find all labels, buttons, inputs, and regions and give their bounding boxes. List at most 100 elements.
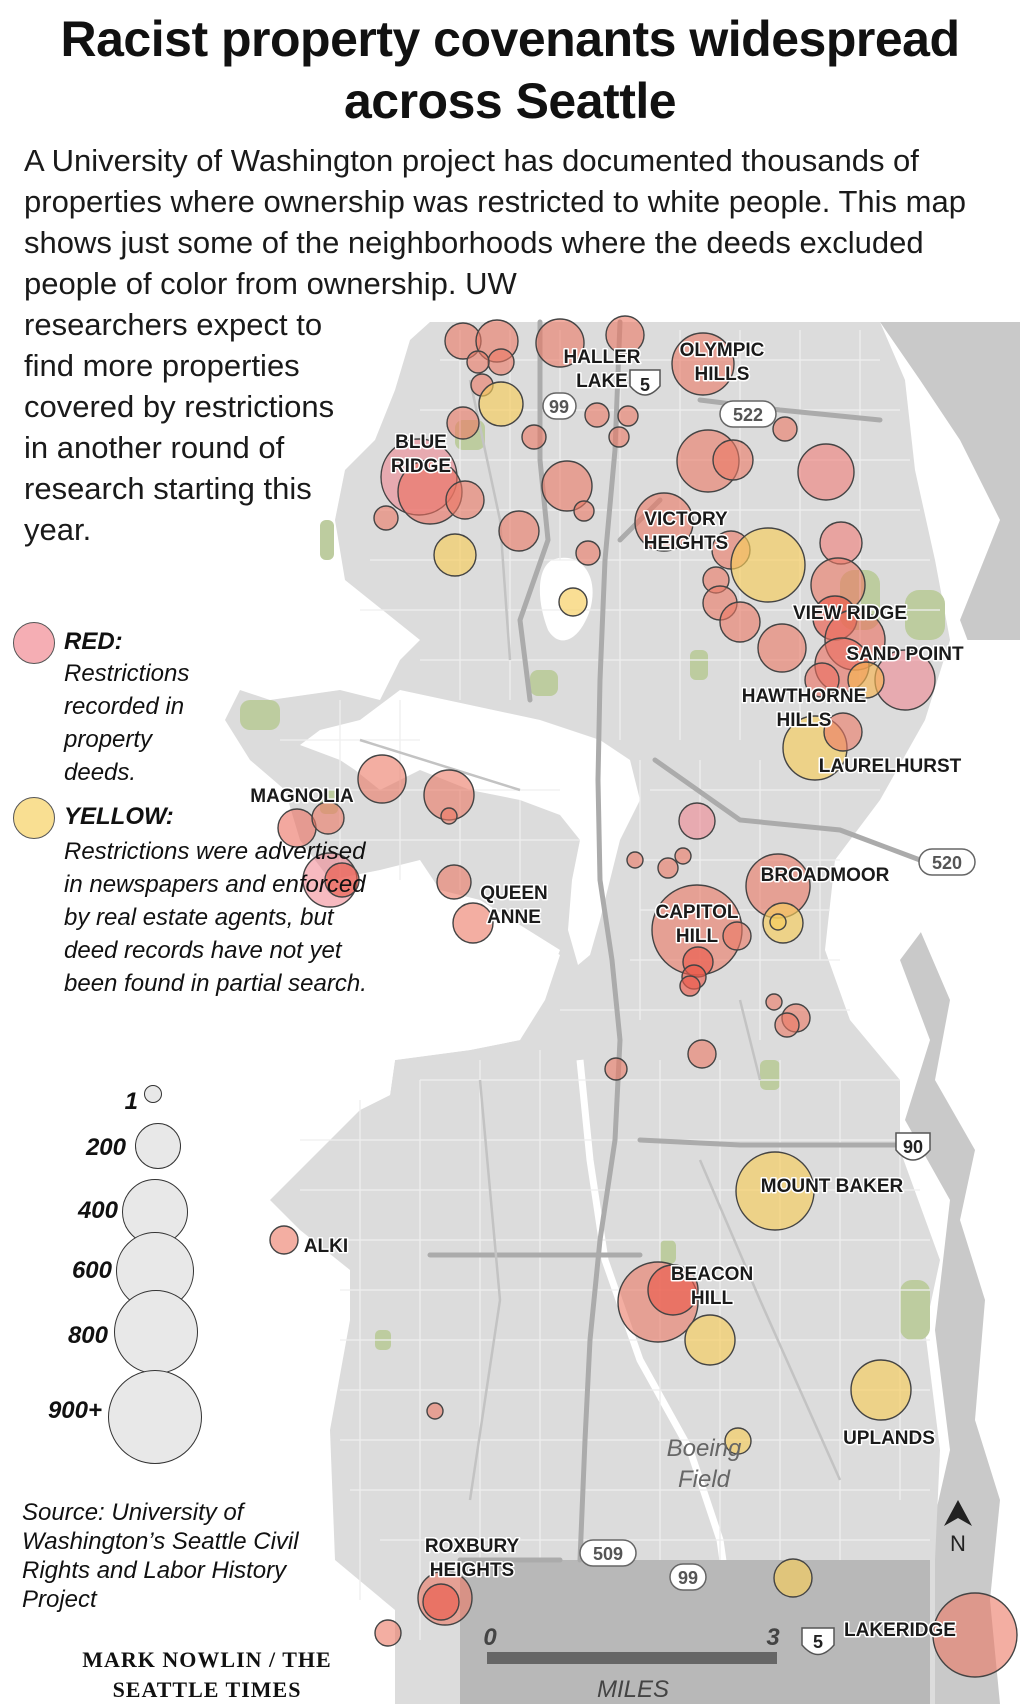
covenant-circle xyxy=(765,993,783,1011)
highway-shields: 99 5 522 520 90 509 99 5 xyxy=(542,369,976,1656)
covenant-circle xyxy=(647,1264,699,1316)
covenant-circle xyxy=(823,712,863,752)
covenant-circle xyxy=(932,1592,1018,1678)
label-victory-heights: VICTORY HEIGHTS xyxy=(644,509,728,554)
covenant-circle xyxy=(657,857,679,879)
label-magnolia: MAGNOLIA xyxy=(250,786,354,807)
covenant-circle xyxy=(436,864,472,900)
covenant-circle xyxy=(452,902,494,944)
covenant-circle xyxy=(797,443,855,501)
interstate-5-south-shield: 5 xyxy=(801,1627,835,1656)
covenant-circle xyxy=(687,1039,717,1069)
label-haller-lake: HALLER LAKE xyxy=(563,347,640,392)
north-label: N xyxy=(950,1531,966,1556)
credit-line: MARK NOWLIN / THE SEATTLE TIMES xyxy=(82,1647,332,1702)
highway-522-shield: 522 xyxy=(719,400,777,428)
size-label-800: 800 xyxy=(67,1322,108,1349)
legend-yellow-swatch xyxy=(13,797,55,839)
covenant-circle xyxy=(712,439,754,481)
covenant-circle xyxy=(634,492,694,552)
covenant-circle xyxy=(730,527,806,603)
covenant-circle xyxy=(671,332,735,396)
covenant-circle xyxy=(724,1427,752,1455)
highway-99-shield: 99 xyxy=(542,392,577,420)
covenant-circle xyxy=(850,1359,912,1421)
covenant-circle xyxy=(719,601,761,643)
covenant-circle xyxy=(575,540,601,566)
intro-text: A University of Washington project has d… xyxy=(24,143,966,301)
neighborhood-labels: HALLER LAKE OLYMPIC HILLS BLUE RIDGE VICTOR… xyxy=(249,339,966,1643)
source-note: Source: University of Washington’s Seatt… xyxy=(22,1499,299,1613)
covenant-circle xyxy=(541,460,593,512)
label-beacon-hill: BEACON HILL xyxy=(671,1264,753,1309)
covenant-circle xyxy=(773,1558,813,1598)
covenant-circle xyxy=(679,975,701,997)
covenant-circle xyxy=(324,862,360,898)
covenant-circle xyxy=(433,533,477,577)
scale-three: 3 xyxy=(766,1624,780,1651)
legend-red-text: Restrictions recorded in property deeds. xyxy=(64,660,190,786)
size-circle-800 xyxy=(114,1290,198,1374)
covenant-circle xyxy=(584,402,610,428)
legend-red-swatch xyxy=(13,622,55,664)
interstate-90-label: 90 xyxy=(903,1137,923,1157)
covenant-circle xyxy=(373,505,399,531)
size-circle-1 xyxy=(144,1085,162,1103)
covenant-circle xyxy=(772,416,798,442)
size-circle-200 xyxy=(135,1123,181,1169)
covenant-circle xyxy=(478,381,524,427)
covenant-circle xyxy=(487,348,515,376)
highway-520-shield: 520 xyxy=(918,848,976,876)
covenant-circle xyxy=(735,1151,815,1231)
interstate-5-label: 5 xyxy=(640,375,650,395)
covenant-circle xyxy=(440,807,458,825)
south-outside xyxy=(460,1560,930,1704)
label-olympic-hills: OLYMPIC HILLS xyxy=(680,340,765,385)
covenant-circle xyxy=(311,801,345,835)
highway-509-label: 509 xyxy=(593,1544,623,1564)
minor-roads xyxy=(359,379,842,1501)
covenant-circle xyxy=(446,406,480,440)
interstate-90-shield: 90 xyxy=(895,1132,931,1161)
interstate-5-shield: 5 xyxy=(629,369,661,396)
interstate-5-south-label: 5 xyxy=(813,1632,823,1652)
covenant-circle xyxy=(847,661,885,699)
covenant-circle xyxy=(774,1012,800,1038)
label-roxbury-heights: ROXBURY HEIGHTS xyxy=(425,1536,520,1581)
covenant-circle xyxy=(608,426,630,448)
covenant-circle xyxy=(757,623,807,673)
size-label-200: 200 xyxy=(85,1134,126,1161)
label-mount-baker: MOUNT BAKER xyxy=(761,1176,904,1197)
label-alki: ALKI xyxy=(304,1236,348,1257)
size-label-1: 1 xyxy=(124,1088,138,1115)
highway-509-shield: 509 xyxy=(579,1539,637,1567)
covenant-circle xyxy=(269,1225,299,1255)
label-capitol-hill: CAPITOL HILL xyxy=(655,902,738,947)
highway-99-south-label: 99 xyxy=(678,1568,698,1588)
highway-522-label: 522 xyxy=(733,405,763,425)
covenant-circle xyxy=(617,405,639,427)
size-circle-900-plus xyxy=(108,1370,202,1464)
scale-bar: 0 3 MILES xyxy=(483,1624,780,1703)
covenant-circle xyxy=(604,1057,628,1081)
legend-yellow-text: Restrictions were advertised in newspape… xyxy=(64,838,367,997)
label-queen-anne: QUEEN ANNE xyxy=(480,883,548,928)
covenant-circle xyxy=(722,921,752,951)
covenant-circle xyxy=(498,510,540,552)
highway-520-label: 520 xyxy=(932,853,962,873)
label-uplands: UPLANDS xyxy=(843,1428,935,1449)
label-laurelhurst: LAURELHURST xyxy=(819,756,962,777)
label-blue-ridge: BLUE RIDGE xyxy=(391,432,451,477)
size-label-900-plus: 900+ xyxy=(47,1397,102,1424)
label-sand-point: SAND POINT xyxy=(846,644,964,665)
covenant-circle xyxy=(626,851,644,869)
covenant-circle xyxy=(445,480,485,520)
covenant-circle xyxy=(605,315,645,355)
covenant-circle xyxy=(573,500,595,522)
covenant-circle xyxy=(357,754,407,804)
covenant-circle xyxy=(535,318,585,368)
covenant-circle xyxy=(558,587,588,617)
size-label-600: 600 xyxy=(71,1257,112,1284)
lake-washington xyxy=(920,640,1020,1704)
